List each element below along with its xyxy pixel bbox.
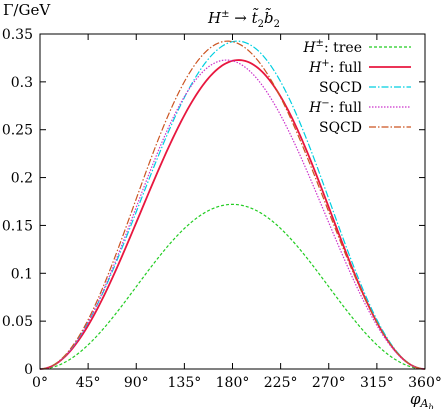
axis-ticks: [39, 33, 426, 370]
series-lines: [39, 40, 426, 370]
y-axis-label: Γ/GeV: [3, 1, 51, 19]
legend-label: H−: full: [308, 98, 362, 116]
chart-title: H± → t̃2b̃2: [207, 8, 280, 30]
y-tick-label: 0: [24, 362, 33, 378]
x-tick-label: 180°: [216, 375, 250, 391]
x-tick-label: 90°: [124, 375, 149, 391]
legend-label: H±: tree: [302, 38, 362, 56]
series-line-minus_sqcd: [39, 40, 426, 370]
series-line-plus_full: [39, 59, 426, 370]
x-axis-label: φAb: [410, 390, 434, 409]
x-tick-label: 270°: [312, 375, 346, 391]
y-tick-label: 0.05: [2, 314, 33, 330]
legend-label: SQCD: [319, 120, 362, 136]
tick-labels: 0° 45° 90° 135° 180° 225° 270° 315° 360° 0 0.05 0.1…: [2, 27, 441, 391]
legend-label: H+: full: [308, 58, 362, 76]
y-tick-label: 0.2: [11, 171, 33, 187]
plot-frame: [39, 33, 426, 370]
series-line-tree: [39, 203, 426, 370]
x-tick-label: 315°: [360, 375, 394, 391]
legend-label: SQCD: [319, 80, 362, 96]
y-tick-label: 0.35: [2, 27, 33, 43]
y-tick-label: 0.1: [11, 266, 33, 282]
x-tick-label: 225°: [264, 375, 298, 391]
x-tick-label: 45°: [76, 375, 101, 391]
legend: H±: tree H+: full SQCD H−: full SQCD: [302, 38, 411, 136]
x-tick-label: 135°: [168, 375, 202, 391]
x-tick-label: 0°: [32, 375, 48, 391]
series-line-plus_sqcd: [39, 40, 426, 370]
y-tick-label: 0.25: [2, 123, 33, 139]
y-tick-label: 0.15: [2, 218, 33, 234]
series-line-minus_full: [39, 59, 426, 370]
x-tick-label: 360°: [408, 375, 441, 391]
y-tick-label: 0.3: [11, 75, 33, 91]
